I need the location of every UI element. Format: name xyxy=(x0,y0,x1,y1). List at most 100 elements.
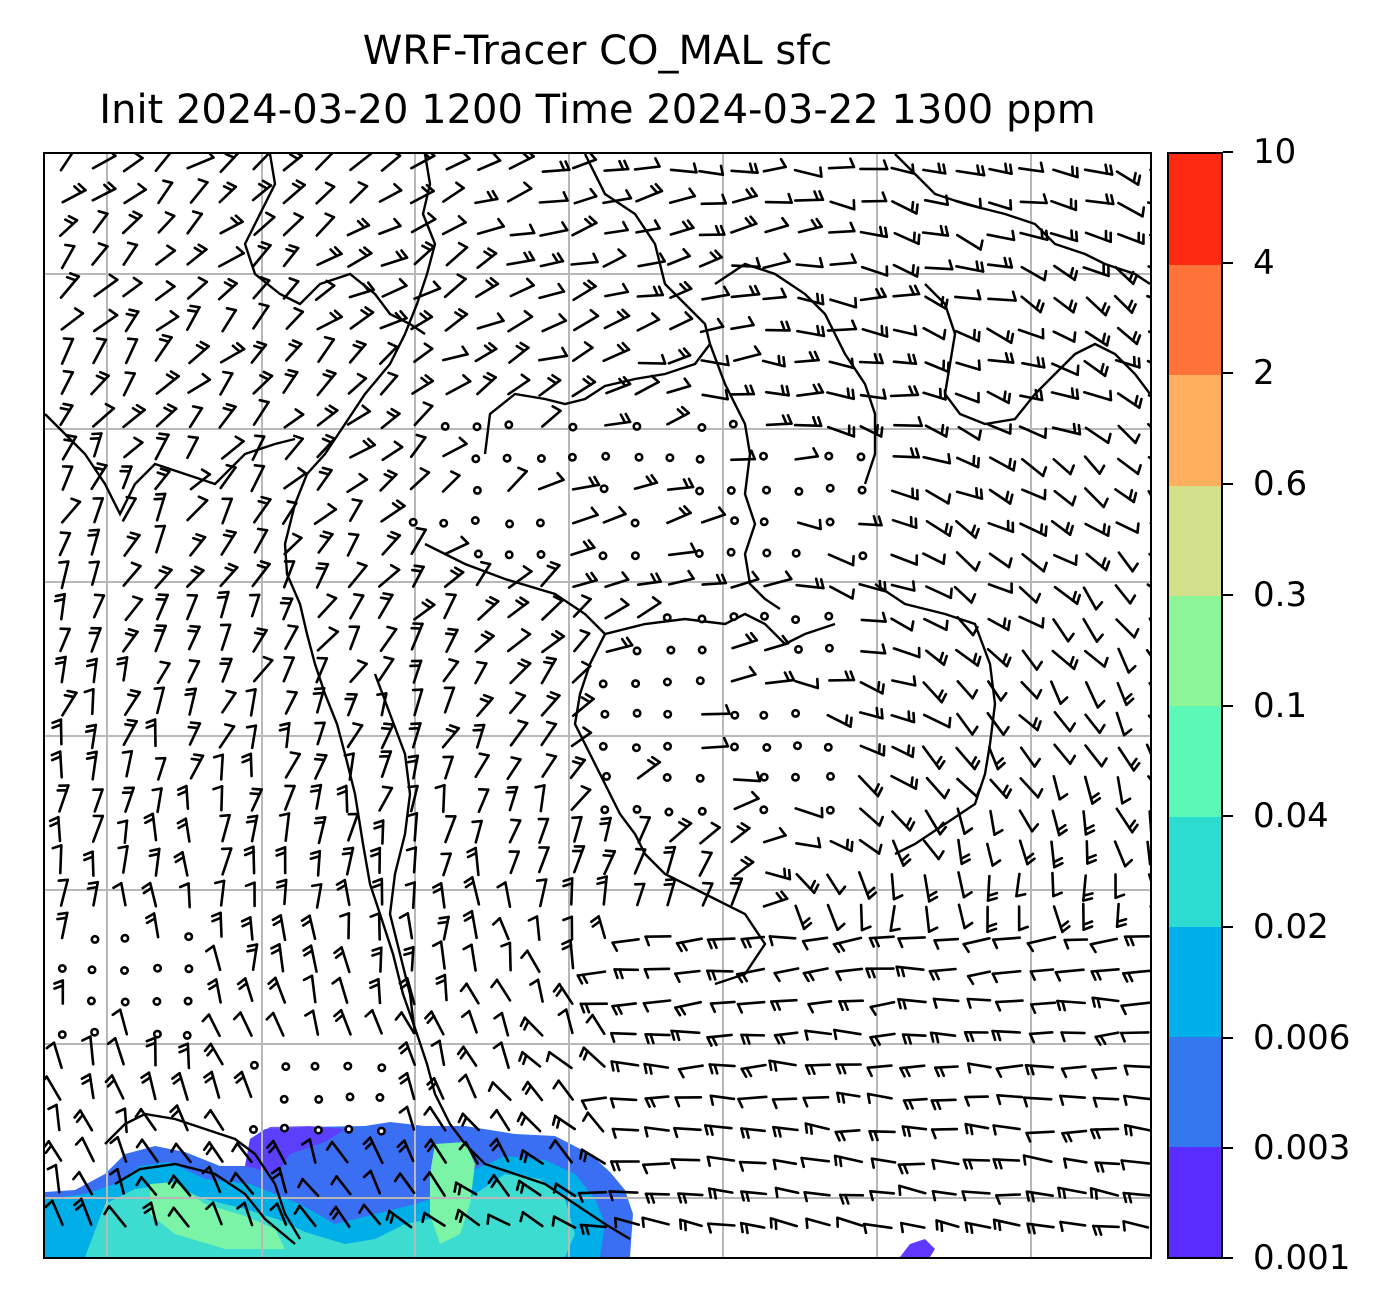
wind-barb-feather xyxy=(497,217,506,228)
wind-barb-feather xyxy=(1022,1154,1027,1166)
wind-barb-shaft xyxy=(740,935,766,941)
wind-barb-shaft xyxy=(445,380,472,396)
calm-wind-marker xyxy=(759,517,769,527)
wind-barb-feather xyxy=(849,157,856,169)
wind-barb-feather xyxy=(995,1067,1003,1079)
wind-barb-shaft xyxy=(346,693,358,717)
coastline-path xyxy=(483,154,712,455)
wind-barb-feather xyxy=(238,981,249,991)
wind-barb-shaft xyxy=(571,513,599,525)
wind-barb-shaft xyxy=(378,786,394,812)
wind-barb-feather xyxy=(1058,792,1069,801)
wind-barb-feather xyxy=(525,277,536,287)
wind-barb-feather xyxy=(459,982,468,993)
wind-barb-shaft xyxy=(186,212,204,235)
wind-barb-shaft xyxy=(730,577,760,589)
wind-barb-shaft xyxy=(604,603,630,620)
wind-barb-feather xyxy=(516,1111,524,1123)
wind-barb-shaft xyxy=(172,1206,190,1228)
wind-barb-shaft xyxy=(540,409,562,428)
wind-barb-feather xyxy=(755,256,761,269)
wind-barb-shaft xyxy=(901,1033,927,1038)
wind-barb-feather xyxy=(51,844,63,850)
wind-barb-feather xyxy=(813,350,820,362)
colorbar-tick xyxy=(1223,593,1233,596)
calm-wind-marker xyxy=(729,612,739,622)
wind-barb-feather xyxy=(1099,1034,1107,1046)
wind-barb-shaft xyxy=(220,623,232,652)
wind-barb-shaft xyxy=(409,471,431,491)
wind-barb-shaft xyxy=(1084,426,1110,445)
wind-barb-shaft xyxy=(641,1162,671,1167)
wind-barb-feather xyxy=(771,1098,778,1110)
wind-barb-shaft xyxy=(465,982,480,1005)
wind-barb-feather xyxy=(814,577,820,589)
wind-barb-feather xyxy=(1039,161,1045,173)
wind-barb-feather xyxy=(523,309,534,319)
wind-barb-feather xyxy=(580,660,592,668)
lat-lon-gridlines xyxy=(45,154,1150,1257)
wind-barb-shaft xyxy=(1052,553,1078,566)
wind-barb-feather xyxy=(875,423,880,436)
wind-barb-shaft xyxy=(901,1125,928,1131)
wind-barb-feather xyxy=(132,276,143,285)
wind-barb-feather xyxy=(398,1105,409,1114)
wind-barb-shaft xyxy=(954,199,983,210)
wind-barb-feather xyxy=(994,757,1005,766)
wind-barb-shaft xyxy=(889,904,896,933)
wind-barb-shaft xyxy=(925,489,950,505)
wind-barb-feather xyxy=(937,689,944,700)
wind-barb-feather xyxy=(201,1013,211,1023)
wind-barb-feather xyxy=(997,1158,1003,1170)
wind-barb-shaft xyxy=(219,220,244,235)
wind-barb-feather xyxy=(72,1170,81,1181)
wind-barb-feather xyxy=(621,282,630,294)
wind-barb-shaft xyxy=(954,392,980,404)
wind-barb-feather xyxy=(485,599,496,607)
wind-barb-shaft xyxy=(1117,424,1137,445)
wind-barb-feather xyxy=(1084,829,1096,836)
wind-barb-shaft xyxy=(613,1216,641,1226)
wind-barb-feather xyxy=(620,637,629,648)
wind-barb-feather xyxy=(549,690,561,697)
wind-barb-feather xyxy=(1070,229,1074,241)
wind-barb-feather xyxy=(460,535,470,545)
wind-barb-feather xyxy=(961,1190,967,1202)
wind-barb-shaft xyxy=(442,852,452,877)
wind-barb-shaft xyxy=(1117,551,1134,573)
wind-barb-feather xyxy=(850,253,857,264)
wind-barb-feather xyxy=(288,342,300,349)
wind-barb-feather xyxy=(1099,1161,1105,1173)
wind-barb-feather xyxy=(816,415,823,428)
colorbar-tick-label: 0.3 xyxy=(1253,574,1308,615)
wind-barb-feather xyxy=(253,344,265,351)
wind-barb-feather xyxy=(456,273,467,281)
wind-barb-feather xyxy=(275,846,287,852)
wind-barb-shaft xyxy=(827,165,856,170)
wind-barb-feather xyxy=(1094,1035,1102,1046)
wind-barb-shaft xyxy=(187,660,201,684)
calm-wind-marker xyxy=(663,709,673,719)
wind-barb-feather xyxy=(818,190,825,202)
wind-barb-feather xyxy=(462,909,474,918)
wind-barb-feather xyxy=(379,596,392,601)
wind-barb-shaft xyxy=(1117,201,1144,218)
wind-barb-feather xyxy=(333,246,343,256)
wind-barb-feather xyxy=(509,818,522,822)
wind-barb-shaft xyxy=(1017,328,1045,340)
wind-barb-feather xyxy=(151,787,163,792)
wind-barb-shaft xyxy=(956,777,979,798)
wind-barb-shaft xyxy=(445,157,471,171)
wind-barb-feather xyxy=(57,911,69,916)
wind-barb-feather xyxy=(515,691,527,698)
wind-barb-shaft xyxy=(462,1045,478,1067)
wind-barb-shaft xyxy=(409,784,419,813)
wind-barb-feather xyxy=(287,368,299,374)
wind-barb-feather xyxy=(650,374,660,384)
wind-barb-feather xyxy=(244,881,256,888)
wind-barb-feather xyxy=(1007,392,1012,405)
wind-barb-feather xyxy=(1009,198,1013,211)
wind-barb-shaft xyxy=(1120,1159,1150,1165)
colorbar-tick xyxy=(1223,925,1233,928)
wind-barb-feather xyxy=(880,287,887,298)
